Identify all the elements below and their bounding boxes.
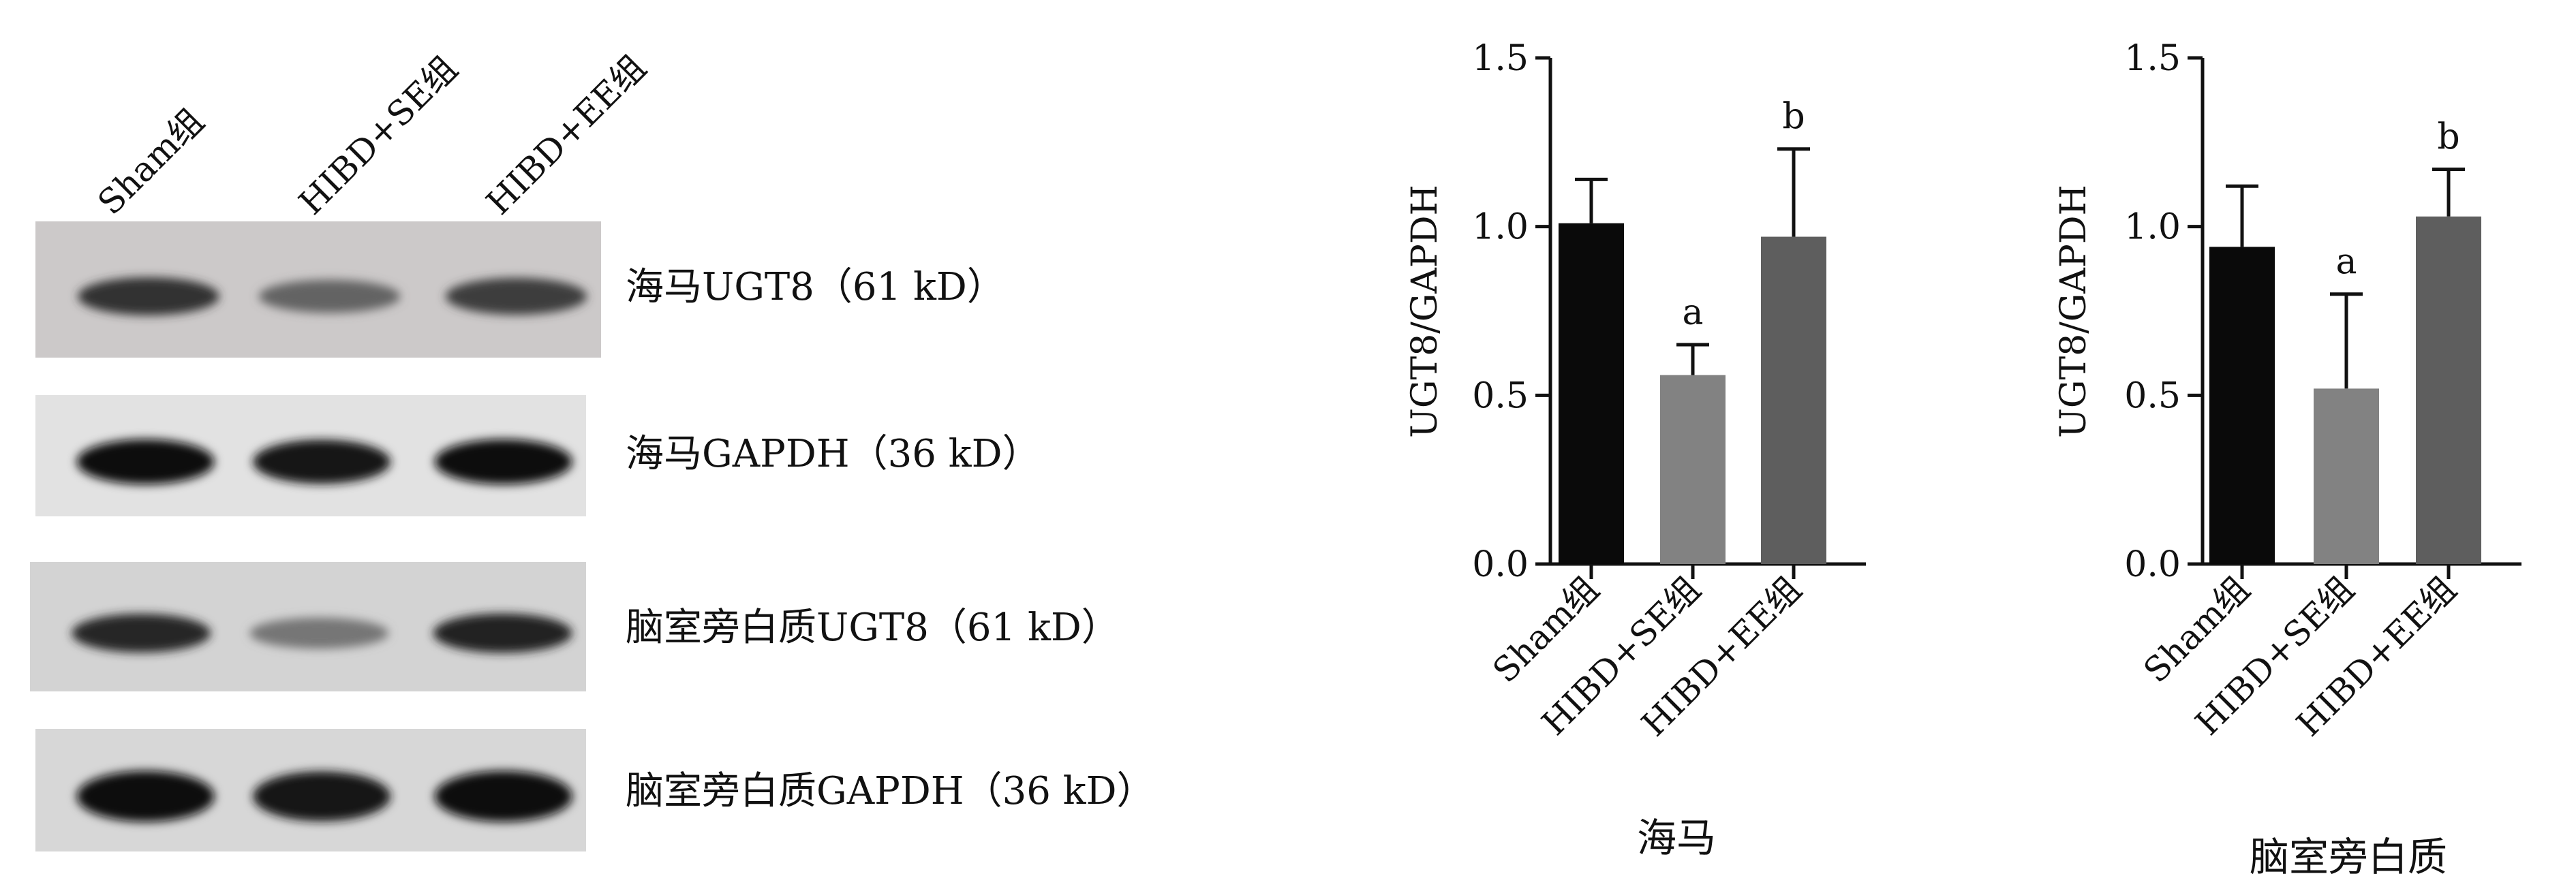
blot-row: 海马UGT8（61 kD） <box>35 221 1005 358</box>
bar <box>1660 375 1726 564</box>
y-axis-label: UGT8/GAPDH <box>2053 185 2094 438</box>
western-blot-panel: Sham组 HIBD+SE组 HIBD+EE组 海马UGT8（61 kD） 海马G… <box>30 48 1154 851</box>
blot-band <box>434 770 572 822</box>
blot-band <box>76 439 215 485</box>
blot-row: 脑室旁白质UGT8（61 kD） <box>30 562 1120 691</box>
blot-band <box>72 614 211 653</box>
error-bars <box>1575 147 1810 375</box>
bar <box>2314 388 2379 564</box>
blot-lane-labels: Sham组 HIBD+SE组 HIBD+EE组 <box>90 48 654 223</box>
y-tick-label: 1.5 <box>2124 38 2181 79</box>
blot-band <box>434 439 572 485</box>
significance-annotations: ab <box>2335 116 2459 282</box>
blot-band <box>78 277 219 315</box>
blot-row-label: 脑室旁白质UGT8（61 kD） <box>626 606 1120 650</box>
y-tick-label: 0.0 <box>2124 544 2181 585</box>
y-tick-labels: 0.0 0.5 1.0 1.5 <box>1472 38 1550 585</box>
blot-row-label: 海马UGT8（61 kD） <box>626 265 1005 309</box>
y-tick-label: 0.5 <box>2124 375 2181 416</box>
bar <box>1559 223 1624 564</box>
blot-row: 海马GAPDH（36 kD） <box>35 395 1040 516</box>
significance-letter: a <box>2335 242 2357 283</box>
blot-lane-label: Sham组 <box>90 101 211 223</box>
blot-band <box>445 277 587 315</box>
bar-chart-periventricular-white-matter: UGT8/GAPDH 0.00.51.01.5 ab Sham组HIBD+SE组… <box>2053 38 2521 880</box>
significance-letter: b <box>1782 97 1805 138</box>
significance-letter: b <box>2437 116 2459 157</box>
y-tick-labels: 0.0 0.5 1.0 1.5 <box>2124 38 2203 585</box>
blot-lane-label: HIBD+SE组 <box>291 48 465 222</box>
y-tick-label: 0.5 <box>1472 375 1529 416</box>
chart-title: 海马 <box>1637 815 1716 861</box>
blot-band <box>258 279 401 313</box>
blot-row-label: 脑室旁白质GAPDH（36 kD） <box>626 769 1154 813</box>
blot-rows: 海马UGT8（61 kD） 海马GAPDH（36 kD） 脑室旁白质UGT8（61 … <box>30 221 1154 851</box>
y-tick-label: 1.5 <box>1472 38 1529 79</box>
blot-row-label: 海马GAPDH（36 kD） <box>626 432 1040 476</box>
y-tick-label: 1.0 <box>1472 207 1529 248</box>
y-axis-label: UGT8/GAPDH <box>1405 185 1445 438</box>
significance-letter: a <box>1682 292 1703 333</box>
y-tick-label: 1.0 <box>2124 207 2181 248</box>
blot-band <box>249 617 389 649</box>
blot-band <box>433 613 572 653</box>
blot-band <box>76 770 215 822</box>
chart-title: 脑室旁白质 <box>2250 834 2447 880</box>
blot-row: 脑室旁白质GAPDH（36 kD） <box>35 729 1154 851</box>
bar <box>2416 216 2481 564</box>
blot-band <box>253 439 391 484</box>
blot-band <box>253 771 391 822</box>
bar <box>1761 236 1826 564</box>
significance-annotations: ab <box>1682 97 1805 333</box>
bars <box>1559 223 1826 564</box>
y-tick-label: 0.0 <box>1472 544 1529 585</box>
bars <box>2209 216 2481 564</box>
bar-chart-hippocampus: UGT8/GAPDH 0.00.51.01.5 ab Sham组HIBD+SE组… <box>1405 38 1866 861</box>
blot-lane-label: HIBD+EE组 <box>478 48 654 223</box>
bar <box>2209 247 2275 564</box>
error-bars <box>2226 167 2465 389</box>
